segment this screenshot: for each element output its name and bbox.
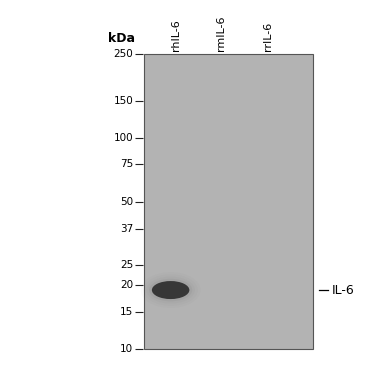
Text: kDa: kDa <box>108 32 135 45</box>
Text: IL-6: IL-6 <box>332 284 355 297</box>
Ellipse shape <box>149 279 192 301</box>
Text: 25: 25 <box>120 260 133 270</box>
Text: rrIL-6: rrIL-6 <box>262 21 273 51</box>
Ellipse shape <box>152 281 189 299</box>
Text: 50: 50 <box>120 196 133 207</box>
FancyBboxPatch shape <box>144 54 313 349</box>
Text: 250: 250 <box>113 50 133 59</box>
Text: 75: 75 <box>120 159 133 170</box>
Text: rhIL-6: rhIL-6 <box>171 19 181 51</box>
Text: 100: 100 <box>114 133 133 143</box>
Text: 20: 20 <box>120 280 133 290</box>
Text: rmIL-6: rmIL-6 <box>216 15 226 51</box>
Text: 10: 10 <box>120 344 133 354</box>
Text: 15: 15 <box>120 307 133 316</box>
Text: 37: 37 <box>120 224 133 234</box>
Text: 150: 150 <box>113 96 133 106</box>
